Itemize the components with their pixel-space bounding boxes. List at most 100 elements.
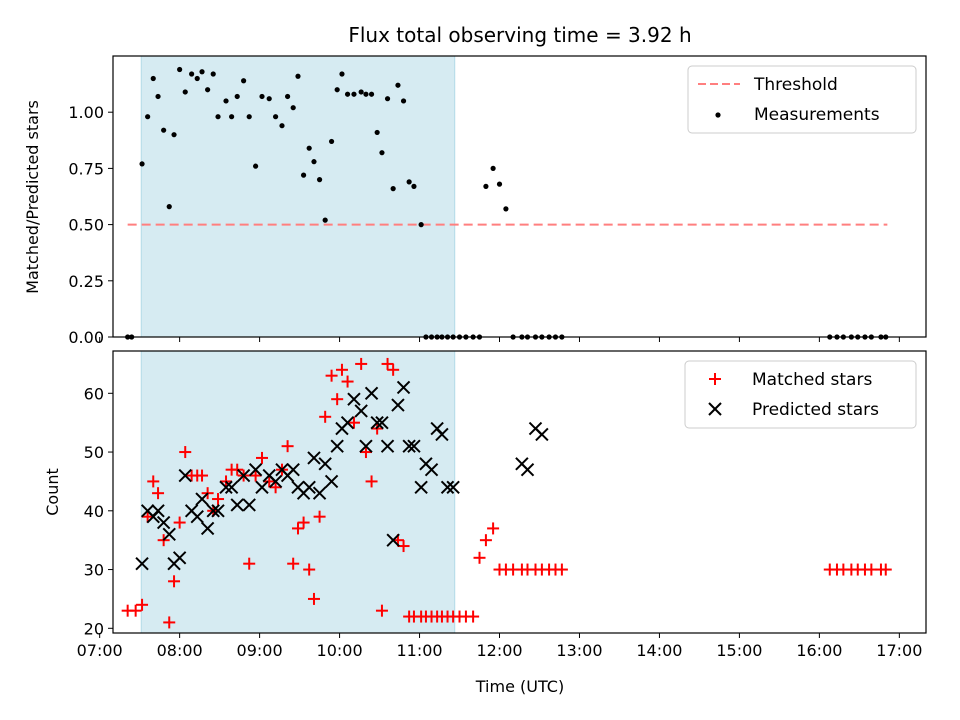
measurement-point [411,183,417,189]
measurement-point [182,89,188,95]
predicted-star-point [248,462,263,477]
x-tick-label: 08:00 [157,641,203,660]
x-tick-label: 10:00 [317,641,363,660]
top-legend-box [687,65,917,134]
matched-star-point [555,563,568,576]
matched-star-point [319,410,332,423]
predicted-star-point [151,504,165,518]
measurement-point [496,181,503,187]
x-tick-label: 14:00 [636,641,682,660]
matched-star-point [387,363,400,376]
measurement-point [155,93,161,100]
measurement-point [328,138,335,145]
predicted-star-point [219,480,233,495]
measurement-point [379,150,385,156]
legend-predicted-label: Predicted stars [752,400,879,420]
measurement-point [215,114,221,120]
predicted-star-point [178,468,192,483]
bottom-legend: Matched stars Predicted stars [684,360,917,429]
measurement-point [177,66,183,73]
x-tick-label: 07:00 [77,641,123,660]
predicted-star-point [255,480,269,495]
matched-star-point [375,604,388,617]
y-tick-label: 1.00 [68,103,104,122]
predicted-star-point [230,498,244,512]
measurement-point [171,132,177,138]
matched-star-point [173,516,186,529]
measurement-point [400,98,407,104]
measurement-point [290,105,296,111]
measurement-point [351,91,357,97]
matched-star-point [152,487,165,500]
matched-star-point [325,369,338,382]
predicted-star-point [396,380,411,395]
y-tick-label: 40 [84,502,104,521]
predicted-star-point [386,533,400,547]
matched-star-point [163,616,176,629]
measurement-point [145,114,151,120]
matched-star-point [263,475,276,488]
measurement-point [189,71,195,77]
top-y-axis-label: Matched/Predicted stars [23,100,42,294]
predicted-star-point [302,480,316,495]
predicted-star-point [172,551,187,565]
measurement-point [418,222,424,228]
predicted-star-point [435,427,449,442]
predicted-star-point [520,462,535,477]
matched-star-point [212,493,225,506]
measurement-point [406,179,412,185]
measurement-point [279,123,285,129]
legend-measurements-label: Measurements [754,105,880,125]
matched-star-point [249,469,262,482]
measurement-point [363,91,369,97]
measurement-point [205,87,211,93]
y-tick-label: 0.25 [68,272,104,291]
legend-predicted-swatch [708,402,722,416]
y-tick-label: 20 [84,619,104,638]
measurement-point [390,186,396,192]
bottom-plot-frame [112,350,927,634]
predicted-star-point [407,439,421,453]
matched-star-point [147,475,160,488]
matched-star-point [291,522,304,535]
matched-star-point [355,357,368,370]
predicted-star-point [391,398,405,412]
predicted-star-point [318,457,332,471]
measurement-point [259,93,265,100]
predicted-star-point [307,451,321,465]
predicted-star-point [162,527,176,542]
y-tick-label: 60 [84,384,104,403]
x-tick-label: 11:00 [396,641,442,660]
predicted-star-point [446,480,460,495]
predicted-star-point [236,468,251,483]
count-panel: Count Time (UTC) 20 30 40 50 60 07:00 08:00 09… [43,350,927,696]
matched-star-point [347,416,360,429]
matched-star-point [141,510,154,523]
matched-star-point [879,563,892,576]
predicted-star-point [190,509,204,524]
x-tick-label: 15:00 [716,641,762,660]
predicted-star-point [224,480,239,495]
matched-star-point [269,481,282,494]
matched-star-point [479,534,492,547]
predicted-star-point [340,415,355,430]
predicted-star-point [380,439,395,453]
predicted-star-point [535,427,549,442]
predicted-star-point [375,415,389,430]
predicted-star-point [402,439,416,453]
measurement-point [150,75,156,82]
matched-star-point [168,575,181,588]
measurement-point [210,71,216,77]
matched-star-point [313,510,326,523]
measurement-point [344,91,351,97]
measurement-point [334,87,340,93]
matched-star-point [381,357,394,370]
predicted-star-point [347,392,361,406]
measurement-point [272,114,279,120]
measurement-point [395,82,401,88]
observing-span-shade [140,350,456,634]
predicted-star-point [364,386,379,401]
matched-star-point [365,475,378,488]
predicted-star-point [268,474,283,489]
measurement-point [490,165,496,171]
